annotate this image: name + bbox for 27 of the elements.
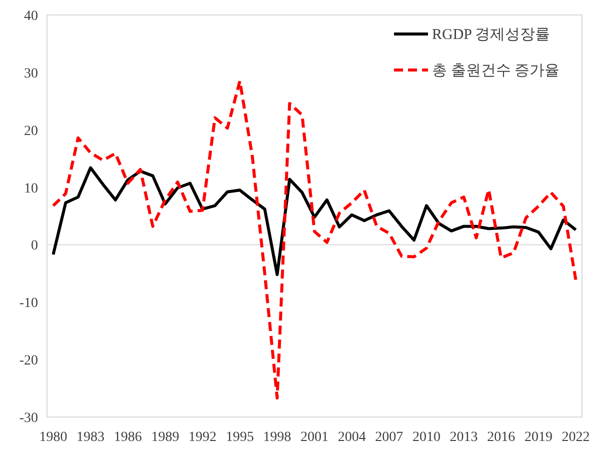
line-series bbox=[52, 166, 578, 276]
y-tick-label: 0 bbox=[31, 238, 38, 254]
x-tick-label: 2022 bbox=[562, 430, 590, 445]
x-tick-label: 2004 bbox=[338, 430, 366, 445]
x-tick-label: 1983 bbox=[76, 430, 105, 445]
y-tick-label: 30 bbox=[24, 66, 38, 82]
x-tick-label: 1980 bbox=[39, 430, 68, 445]
x-tick-label: 2013 bbox=[450, 430, 478, 445]
x-tick-label: 1995 bbox=[226, 430, 254, 445]
line-series bbox=[52, 80, 578, 400]
legend-label: 총 출원건수 증가율 bbox=[432, 63, 560, 79]
x-tick-label: 2019 bbox=[524, 430, 552, 445]
y-tick-label: 10 bbox=[24, 181, 38, 196]
legend-label: RGDP 경제성장률 bbox=[432, 27, 550, 43]
y-tick-label: 20 bbox=[24, 124, 38, 139]
x-tick-label: 1998 bbox=[263, 430, 292, 445]
y-tick-label: -20 bbox=[19, 354, 38, 369]
x-tick-label: 2016 bbox=[487, 430, 516, 445]
x-tick-label: 1989 bbox=[151, 430, 180, 445]
y-tick-label: -10 bbox=[19, 296, 38, 312]
x-tick-label: 2010 bbox=[412, 430, 440, 445]
x-tick-label: 2001 bbox=[300, 430, 328, 445]
x-tick-label: 2007 bbox=[375, 430, 404, 445]
y-tick-label: 40 bbox=[24, 9, 38, 24]
y-tick-label: -30 bbox=[19, 411, 38, 426]
x-tick-label: 1986 bbox=[114, 430, 142, 445]
x-tick-label: 1992 bbox=[188, 430, 217, 445]
